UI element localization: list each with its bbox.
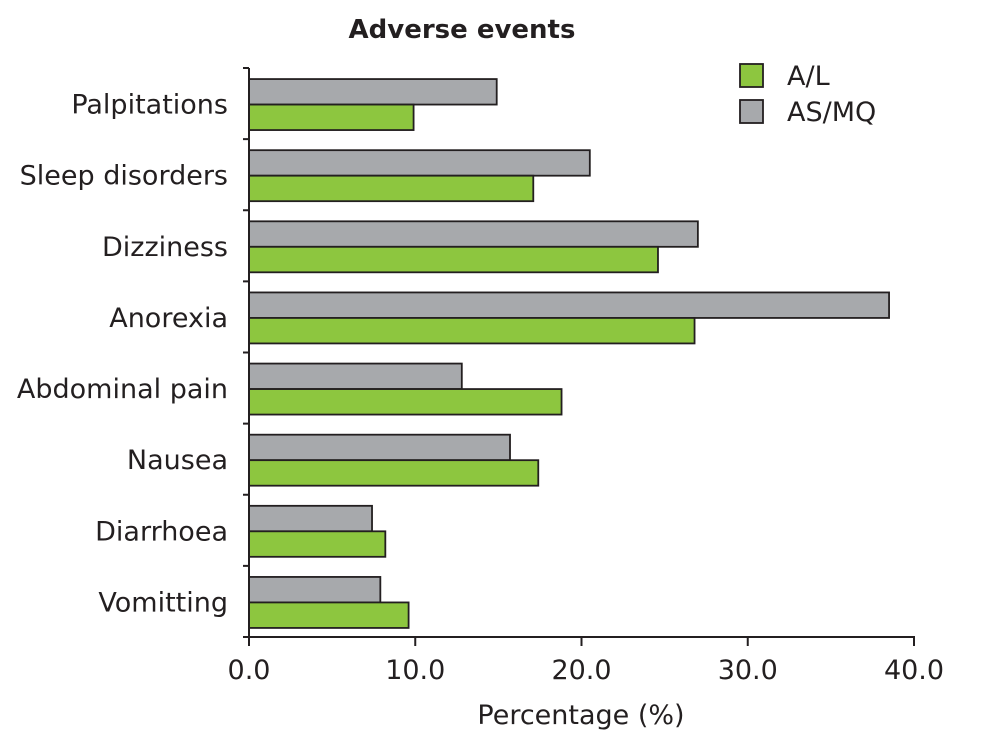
x-tick-label: 10.0 [385,655,445,686]
bar-asmq-palpitations [248,78,498,106]
category-label-abdominal-pain: Abdominal pain [17,374,228,405]
category-label-nausea: Nausea [127,445,228,476]
legend-label-as-mq: AS/MQ [787,97,876,128]
bar-asmq-vomitting [248,576,382,604]
category-label-palpitations: Palpitations [71,90,228,121]
category-label-sleep-disorders: Sleep disorders [20,161,228,192]
bar-asmq-dizziness [248,220,699,248]
bar-al-abdominal-pain [248,388,563,416]
chart-title: Adverse events [349,15,576,45]
bar-asmq-anorexia [248,291,890,319]
x-tick-label: 0.0 [228,655,271,686]
bar-al-vomitting [248,601,410,629]
category-label-vomitting: Vomitting [98,587,228,618]
x-axis-label: Percentage (%) [477,700,684,731]
bar-al-diarrhoea [248,530,387,558]
x-tick-labels: 0.0 10.0 20.0 30.0 40.0 [228,655,945,686]
legend-label-a-l: A/L [787,61,830,92]
category-label-anorexia: Anorexia [109,303,228,334]
category-label-diarrhoea: Diarrhoea [95,516,228,547]
bar-al-anorexia [248,317,696,345]
bar-asmq-abdominal-pain [248,362,463,390]
bar-asmq-sleep-disorders [248,149,591,177]
bar-al-nausea [248,459,540,487]
category-labels: Palpitations Sleep disorders Dizziness Anor… [17,90,228,619]
x-tick-label: 30.0 [718,655,778,686]
bar-asmq-nausea [248,433,511,462]
x-tick-label: 40.0 [884,655,944,686]
bar-al-sleep-disorders [248,174,535,203]
axes-group [243,67,915,646]
legend-swatch-as-mq [739,99,764,124]
bars-group [248,78,890,629]
bar-al-palpitations [248,103,415,131]
legend-swatch-a-l [739,63,764,88]
category-label-dizziness: Dizziness [102,232,228,263]
bar-asmq-diarrhoea [248,504,373,533]
legend: A/L AS/MQ [739,61,876,128]
x-tick-label: 20.0 [551,655,611,686]
bar-al-dizziness [248,245,659,274]
